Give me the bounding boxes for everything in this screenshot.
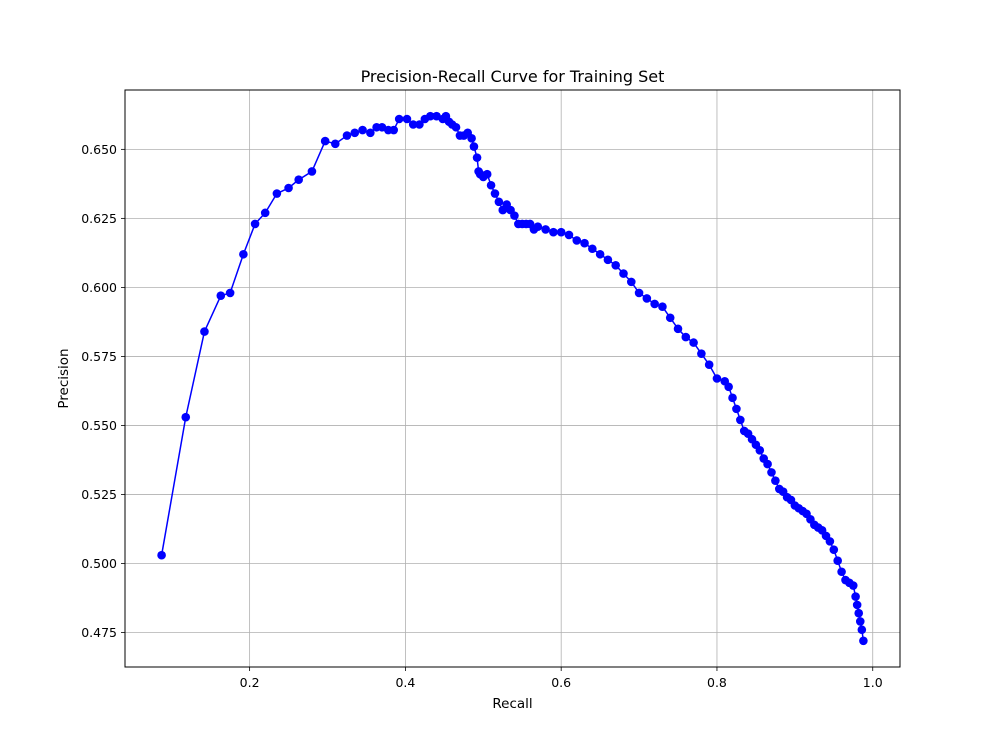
data-point	[490, 189, 500, 198]
data-point	[469, 142, 479, 151]
data-point	[482, 169, 492, 179]
data-point	[415, 120, 424, 129]
data-point	[712, 374, 722, 383]
grid	[125, 90, 900, 667]
data-point	[200, 327, 209, 336]
data-point	[588, 244, 597, 254]
data-point	[697, 349, 706, 358]
data-point	[284, 183, 293, 193]
data-point	[595, 249, 605, 259]
data-point	[854, 608, 864, 618]
y-tick-label: 0.650	[81, 142, 117, 157]
data-point	[402, 114, 412, 124]
series-markers	[157, 111, 868, 646]
data-point	[681, 332, 691, 342]
data-point	[307, 167, 317, 176]
x-axis-label: Recall	[492, 696, 532, 712]
ticks: 0.2 0.4 0.6 0.8 1.0 0.475 0.500 0.525 0.550 0.575…	[81, 142, 883, 690]
y-tick-label: 0.600	[81, 280, 117, 295]
data-point	[272, 189, 282, 198]
data-point	[724, 382, 733, 392]
data-point	[736, 415, 745, 425]
data-point	[767, 468, 776, 477]
data-point	[556, 227, 566, 237]
data-point	[260, 208, 270, 218]
data-point	[342, 131, 352, 140]
data-point	[603, 255, 613, 265]
data-point	[541, 225, 550, 234]
data-point	[331, 139, 340, 149]
data-point	[665, 313, 675, 323]
data-point	[294, 175, 303, 185]
data-point	[851, 592, 860, 601]
data-point	[394, 114, 404, 124]
data-point	[626, 277, 636, 287]
y-tick-label: 0.575	[81, 349, 117, 364]
data-point	[564, 230, 574, 240]
data-point	[755, 445, 765, 455]
data-point	[181, 412, 191, 422]
data-point	[350, 128, 360, 138]
data-point	[225, 288, 235, 298]
data-point	[825, 537, 835, 546]
data-point	[494, 197, 504, 207]
data-point	[239, 249, 248, 259]
data-point	[250, 219, 260, 229]
data-point	[848, 581, 858, 590]
y-axis-label: Precision	[56, 348, 72, 408]
x-tick-label: 0.6	[551, 675, 571, 690]
data-point	[728, 393, 737, 403]
x-tick-label: 0.8	[707, 675, 727, 690]
data-point	[358, 125, 367, 135]
x-tick-label: 1.0	[863, 675, 883, 690]
data-point	[763, 459, 772, 469]
data-point	[408, 120, 418, 129]
data-point	[689, 338, 698, 347]
y-tick-label: 0.500	[81, 556, 117, 571]
data-point	[157, 550, 166, 560]
data-point	[486, 180, 496, 190]
chart-title: Precision-Recall Curve for Training Set	[361, 67, 665, 86]
data-point	[426, 111, 435, 121]
data-point	[472, 153, 482, 162]
data-point	[857, 625, 867, 635]
data-point	[732, 404, 741, 414]
data-point	[859, 636, 868, 646]
data-point	[320, 136, 330, 146]
data-point	[611, 261, 621, 270]
data-point	[833, 556, 842, 566]
data-point	[619, 269, 628, 278]
data-point	[852, 600, 862, 610]
y-tick-label: 0.475	[81, 625, 117, 640]
data-point	[580, 238, 589, 248]
data-point	[549, 227, 558, 237]
data-point	[572, 236, 582, 245]
data-point	[467, 134, 476, 143]
data-point	[771, 476, 780, 485]
y-tick-label: 0.625	[81, 211, 117, 226]
y-tick-label: 0.550	[81, 418, 117, 433]
data-point	[829, 545, 839, 554]
data-point	[510, 211, 519, 220]
data-point	[658, 302, 667, 312]
data-point	[451, 122, 461, 132]
data-point	[837, 567, 846, 577]
x-tick-label: 0.4	[395, 675, 415, 690]
data-point	[366, 128, 375, 138]
data-point	[533, 222, 543, 231]
data-point	[650, 299, 659, 309]
x-tick-label: 0.2	[240, 675, 260, 690]
data-point	[389, 125, 399, 135]
data-point	[855, 617, 865, 626]
data-point	[216, 291, 226, 300]
data-point	[634, 288, 644, 298]
data-point	[642, 294, 652, 303]
data-point	[673, 324, 683, 334]
y-tick-label: 0.525	[81, 487, 117, 502]
plot-frame	[124, 89, 901, 668]
data-point	[704, 360, 714, 369]
